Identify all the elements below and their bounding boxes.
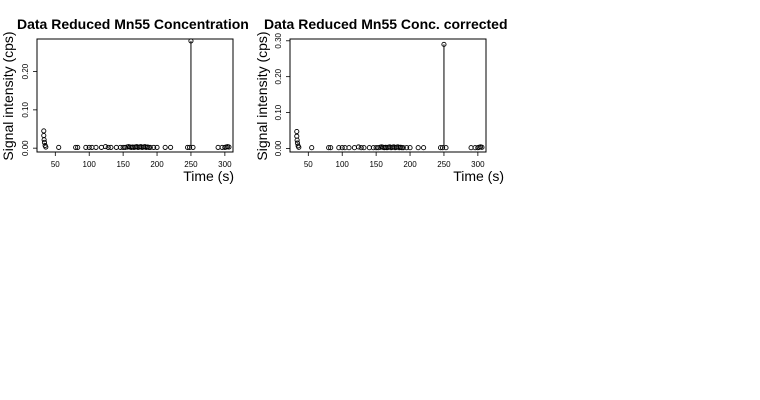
- data-point: [73, 144, 79, 150]
- data-point: [309, 145, 315, 151]
- data-point: [147, 144, 153, 150]
- x-tick-label: 50: [51, 160, 60, 169]
- x-tick-label: 100: [336, 160, 350, 169]
- data-point: [41, 139, 48, 145]
- y-axis-label: Signal intensity (cps): [254, 31, 270, 160]
- x-tick-label: 300: [471, 160, 485, 169]
- data-point: [83, 144, 89, 150]
- data-point: [370, 145, 376, 151]
- data-point: [358, 145, 364, 151]
- data-point: [75, 144, 81, 150]
- y-axis-ticks: 0.00 0.10 0.20: [21, 63, 37, 156]
- data-point: [415, 145, 421, 151]
- data-point: [86, 144, 92, 150]
- chart-title: Data Reduced Mn55 Concentration: [17, 16, 249, 32]
- data-point: [328, 145, 334, 151]
- data-point: [440, 145, 446, 151]
- y-tick-label: 0.10: [21, 102, 30, 118]
- data-point: [102, 144, 109, 150]
- x-tick-label: 200: [403, 160, 417, 169]
- data-point: [56, 144, 62, 150]
- data-point: [226, 144, 232, 150]
- panel-corrected: Data Reduced Mn55 Conc. corrected Time (…: [254, 16, 508, 184]
- data-point: [346, 145, 352, 151]
- data-point: [89, 144, 95, 150]
- y-tick-label: 0.20: [274, 68, 283, 84]
- data-point: [41, 128, 47, 134]
- data-point: [188, 38, 194, 44]
- data-point: [154, 144, 160, 150]
- data-points: [294, 41, 485, 151]
- x-tick-label: 50: [304, 160, 313, 169]
- data-point: [98, 144, 104, 150]
- data-point: [443, 145, 449, 151]
- x-axis-label: Time (s): [183, 168, 234, 184]
- data-point: [375, 145, 381, 151]
- x-axis-ticks: 50 100 150 200 250 300: [304, 152, 485, 169]
- data-point: [168, 144, 174, 150]
- data-point: [361, 145, 367, 151]
- data-point: [366, 145, 372, 151]
- data-point: [400, 145, 406, 151]
- x-tick-label: 100: [83, 160, 97, 169]
- x-tick-label: 200: [150, 160, 164, 169]
- y-tick-label: 0.20: [21, 63, 30, 79]
- y-axis-ticks: 0.00 0.10 0.20 0.30: [274, 32, 290, 156]
- plot-frame: [36, 38, 234, 153]
- data-point: [326, 145, 332, 151]
- data-point: [421, 145, 427, 151]
- data-point: [215, 144, 221, 150]
- data-point: [404, 145, 410, 151]
- x-tick-label: 250: [184, 160, 198, 169]
- data-point: [105, 144, 111, 150]
- data-points: [41, 38, 232, 150]
- x-tick-label: 250: [437, 160, 451, 169]
- data-point: [441, 41, 447, 47]
- data-point: [336, 145, 342, 151]
- y-tick-label: 0.30: [274, 32, 283, 48]
- data-point: [151, 144, 157, 150]
- data-point: [190, 144, 196, 150]
- data-point: [468, 145, 474, 151]
- data-point: [122, 144, 128, 150]
- data-point: [108, 144, 114, 150]
- data-point: [351, 145, 357, 151]
- x-tick-label: 150: [369, 160, 383, 169]
- data-point: [185, 144, 191, 150]
- data-point: [162, 144, 168, 150]
- data-point: [187, 144, 193, 150]
- x-tick-label: 150: [116, 160, 130, 169]
- data-point: [93, 144, 99, 150]
- data-point: [41, 132, 47, 139]
- data-point: [342, 145, 348, 151]
- data-point: [43, 144, 49, 150]
- data-point: [407, 145, 413, 151]
- data-point: [41, 137, 47, 143]
- x-axis-label: Time (s): [453, 168, 504, 184]
- data-point: [113, 144, 119, 150]
- data-point: [294, 140, 301, 146]
- data-point: [294, 137, 300, 143]
- y-tick-label: 0.00: [274, 140, 283, 156]
- y-tick-label: 0.00: [21, 140, 30, 156]
- data-point: [438, 145, 444, 151]
- data-point: [355, 144, 362, 150]
- y-tick-label: 0.10: [274, 104, 283, 120]
- data-point: [294, 129, 300, 135]
- panel-concentration: Data Reduced Mn55 Concentration Time (s)…: [0, 16, 249, 184]
- chart-title: Data Reduced Mn55 Conc. corrected: [264, 16, 508, 32]
- data-point: [117, 144, 123, 150]
- x-axis-ticks: 50 100 150 200 250 300: [51, 152, 232, 169]
- data-point: [339, 145, 345, 151]
- x-tick-label: 300: [218, 160, 232, 169]
- plot-frame: [289, 38, 487, 153]
- data-point: [296, 144, 302, 150]
- data-point: [479, 144, 485, 150]
- y-axis-label: Signal intensity (cps): [0, 31, 16, 160]
